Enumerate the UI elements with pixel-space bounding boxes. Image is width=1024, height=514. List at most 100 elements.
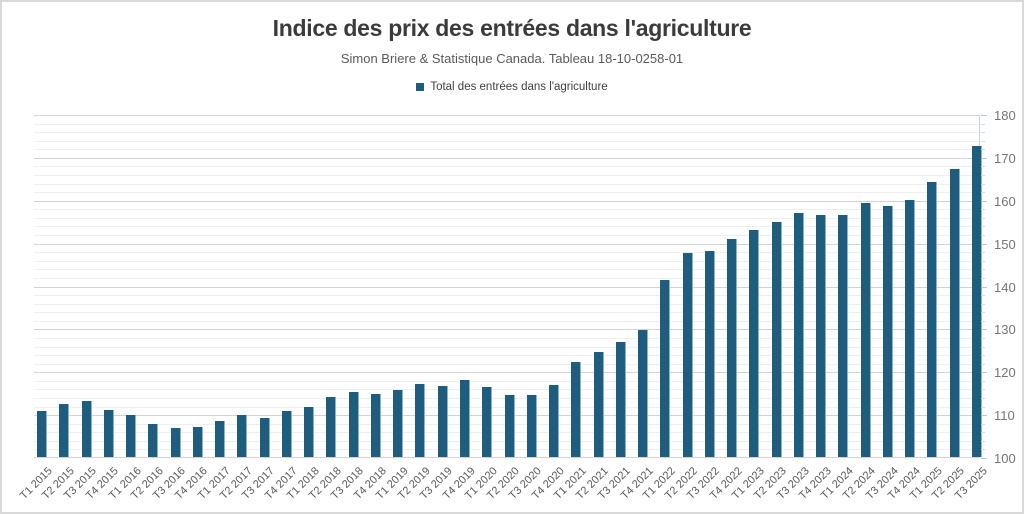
y-axis-tick	[981, 269, 985, 271]
legend: Total des entrées dans l'agriculture	[2, 81, 1022, 93]
minor-gridline	[34, 355, 979, 357]
minor-gridline	[34, 183, 979, 185]
minor-gridline	[34, 192, 979, 194]
bar	[259, 418, 270, 457]
bar	[793, 213, 804, 457]
major-gridline	[34, 286, 979, 288]
y-axis-tick	[981, 320, 985, 322]
y-axis-tick	[981, 295, 985, 297]
x-axis-line	[34, 457, 979, 458]
y-axis-tick	[981, 243, 987, 245]
bar	[882, 205, 893, 457]
bar	[192, 427, 203, 457]
bar	[459, 380, 470, 457]
bar	[237, 415, 248, 457]
y-axis-tick	[981, 123, 985, 125]
minor-gridline	[34, 312, 979, 314]
bar	[860, 203, 871, 457]
y-axis-label: 170	[994, 150, 1016, 166]
bar	[704, 250, 715, 457]
minor-gridline	[34, 303, 979, 305]
minor-gridline	[34, 363, 979, 365]
y-axis-tick	[981, 406, 985, 408]
y-axis-tick	[981, 432, 985, 434]
y-axis-tick	[981, 209, 985, 211]
y-axis-tick	[981, 397, 985, 399]
bar	[281, 411, 292, 457]
y-axis-tick	[981, 140, 985, 142]
minor-gridline	[34, 132, 979, 134]
bar	[148, 423, 159, 457]
y-axis-tick	[981, 355, 985, 357]
y-axis-tick	[981, 329, 987, 331]
bar	[771, 222, 782, 457]
bar	[59, 403, 70, 457]
y-axis-tick	[981, 337, 985, 339]
bar	[549, 385, 560, 457]
y-axis-tick	[981, 115, 987, 116]
y-axis-label: 180	[994, 108, 1016, 123]
minor-gridline	[34, 380, 979, 382]
bar	[170, 428, 181, 457]
bar	[571, 362, 582, 457]
bar	[615, 342, 626, 457]
plot-area	[34, 115, 982, 458]
bar	[905, 200, 916, 457]
minor-gridline	[34, 235, 979, 237]
bar	[415, 383, 426, 457]
y-axis-tick	[981, 449, 985, 451]
major-gridline	[34, 157, 979, 159]
y-axis-tick	[981, 346, 985, 348]
y-axis-label: 100	[994, 451, 1016, 466]
y-axis-tick	[981, 192, 985, 194]
minor-gridline	[34, 217, 979, 219]
y-axis-label: 140	[994, 279, 1016, 295]
major-gridline	[34, 372, 979, 374]
y-axis-tick	[981, 303, 985, 305]
bar	[749, 229, 760, 457]
bar	[348, 391, 359, 457]
minor-gridline	[34, 295, 979, 297]
bar	[215, 421, 226, 457]
y-axis-label: 120	[994, 365, 1016, 381]
bar	[437, 385, 448, 457]
major-gridline	[34, 200, 979, 202]
y-axis-tick	[981, 260, 985, 262]
major-gridline	[34, 243, 979, 245]
legend-label: Total des entrées dans l'agriculture	[430, 81, 608, 93]
bar	[593, 352, 604, 457]
y-axis-label: 150	[994, 236, 1016, 252]
minor-gridline	[34, 175, 979, 177]
minor-gridline	[34, 149, 979, 151]
minor-gridline	[34, 389, 979, 391]
minor-gridline	[34, 123, 979, 125]
minor-gridline	[34, 260, 979, 262]
y-axis-tick	[981, 415, 987, 417]
bar	[504, 395, 515, 457]
bar	[370, 393, 381, 457]
minor-gridline	[34, 140, 979, 142]
y-axis-tick	[981, 200, 987, 202]
minor-gridline	[34, 269, 979, 271]
y-axis-tick	[981, 166, 985, 168]
y-axis-tick	[981, 363, 985, 365]
y-axis-tick	[981, 132, 985, 134]
bar	[126, 415, 137, 457]
bar	[638, 330, 649, 457]
bar	[927, 181, 938, 457]
y-axis-tick	[981, 226, 985, 228]
y-axis-tick	[981, 183, 985, 185]
bar	[816, 214, 827, 457]
minor-gridline	[34, 252, 979, 254]
y-axis-tick	[981, 235, 985, 237]
y-axis-label: 110	[994, 408, 1015, 424]
minor-gridline	[34, 320, 979, 322]
bar	[526, 395, 537, 457]
y-axis-tick	[981, 277, 985, 279]
bar	[727, 239, 738, 457]
major-gridline	[34, 115, 979, 116]
y-axis-label: 130	[994, 322, 1016, 338]
bar	[103, 409, 114, 457]
bar	[660, 279, 671, 457]
